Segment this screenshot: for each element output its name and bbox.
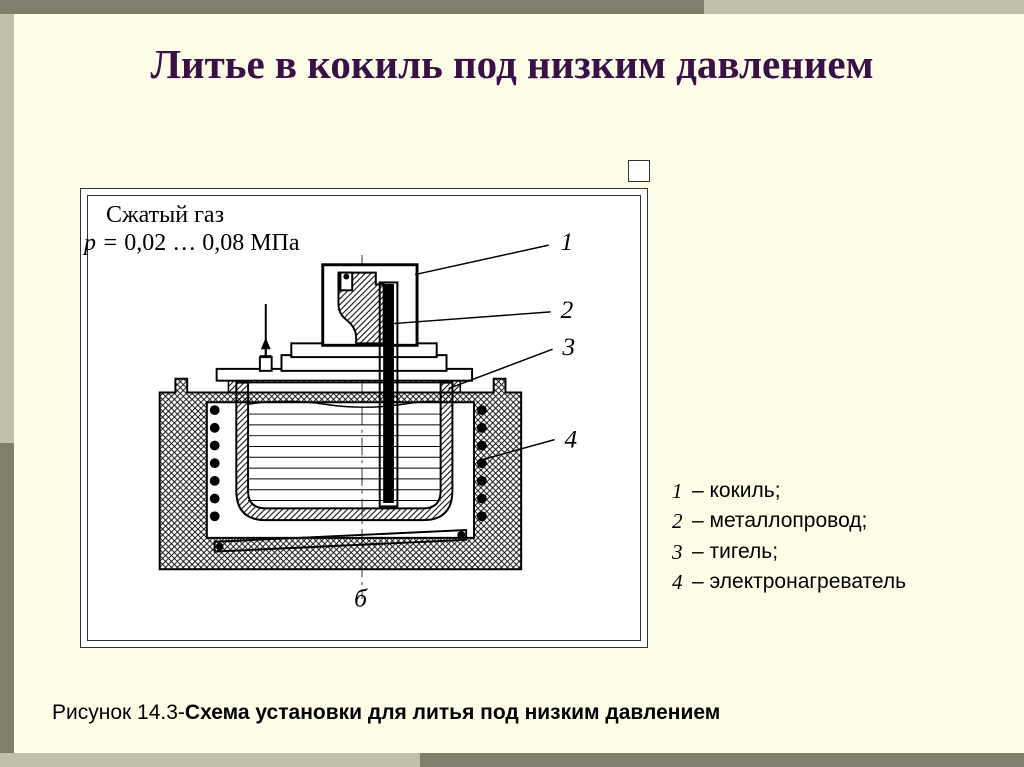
callout-4: 4 xyxy=(564,424,577,453)
top-decor-bar xyxy=(0,0,1024,14)
caption-prefix: Рисунок 14.3- xyxy=(52,701,185,724)
callout-1: 1 xyxy=(560,227,573,256)
callout-3: 3 xyxy=(561,332,575,361)
diagram-svg: 1 2 3 4 б xyxy=(88,196,640,640)
diagram-sublabel: б xyxy=(354,584,368,613)
legend: 1 – кокиль;2 – металлопровод;3 – тигель;… xyxy=(672,476,906,598)
legend-row: 4 – электронагреватель xyxy=(672,567,906,597)
legend-row: 1 – кокиль; xyxy=(672,476,906,506)
legend-row: 3 – тигель; xyxy=(672,537,906,567)
diagram-frame-inner: Сжатый газ p = 0,02 … 0,08 МПа xyxy=(87,195,641,641)
legend-row: 2 – металлопровод; xyxy=(672,506,906,536)
figure-caption: Рисунок 14.3-Схема установки для литья п… xyxy=(52,701,720,725)
caption-bold: Схема установки для литья под низким дав… xyxy=(185,701,720,724)
left-decor-bar xyxy=(0,14,14,753)
bottom-decor-bar xyxy=(0,753,1024,767)
slide-title: Литье в кокиль под низким давлением xyxy=(60,40,964,88)
callout-2: 2 xyxy=(560,295,573,324)
slide-background: Литье в кокиль под низким давлением Сжат… xyxy=(0,0,1024,767)
decor-square xyxy=(628,160,650,182)
diagram-frame-outer: Сжатый газ p = 0,02 … 0,08 МПа xyxy=(80,188,648,648)
